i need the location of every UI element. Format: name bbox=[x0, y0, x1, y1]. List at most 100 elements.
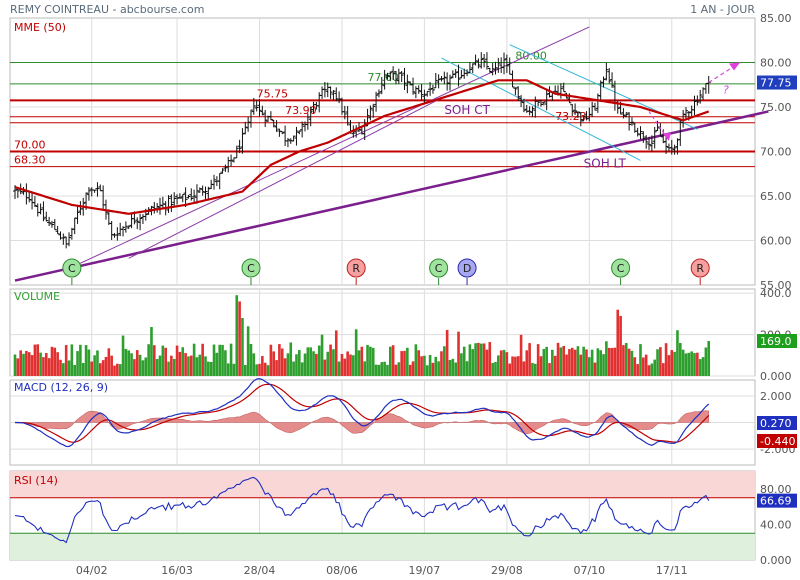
ohlc-bar bbox=[652, 127, 657, 149]
level-label: 73.90 bbox=[285, 104, 317, 117]
ohlc-bar bbox=[544, 89, 549, 111]
ohlc-bar bbox=[601, 76, 606, 88]
pullback-arrow-head bbox=[662, 132, 671, 141]
volume-bar bbox=[423, 355, 426, 376]
volume-bar bbox=[192, 343, 196, 376]
volume-bar bbox=[346, 351, 349, 376]
ohlc-bar bbox=[376, 89, 381, 98]
rsi-line bbox=[14, 476, 710, 544]
volume-bar bbox=[329, 344, 332, 376]
ohlc-bar bbox=[399, 71, 404, 82]
volume-bar bbox=[605, 341, 608, 376]
volume-bar bbox=[238, 301, 241, 376]
ohlc-bar bbox=[305, 113, 310, 130]
ohlc-bar bbox=[240, 128, 245, 154]
volume-bar bbox=[178, 351, 182, 376]
price-tick-label: 85.00 bbox=[760, 12, 792, 25]
ohlc-bar bbox=[419, 84, 424, 101]
volume-bar bbox=[707, 340, 711, 376]
ohlc-bar bbox=[490, 63, 495, 76]
volume-bar bbox=[295, 354, 298, 376]
ohlc-bar bbox=[433, 72, 438, 89]
volume-bar bbox=[153, 345, 156, 376]
volume-bar bbox=[198, 354, 202, 376]
volume-bar bbox=[391, 345, 395, 376]
price-tick-label: 80.00 bbox=[760, 57, 792, 70]
annotation-label: ? bbox=[723, 84, 729, 97]
ohlc-bar bbox=[220, 168, 225, 174]
macd-last-box bbox=[757, 416, 797, 430]
volume-bar bbox=[76, 351, 79, 376]
volume-bar bbox=[585, 349, 588, 376]
volume-bar bbox=[235, 295, 239, 376]
volume-bar bbox=[323, 359, 327, 376]
signal-marker bbox=[62, 258, 82, 278]
volume-bar bbox=[511, 356, 514, 376]
volume-bar bbox=[642, 357, 645, 376]
ohlc-bar bbox=[692, 95, 697, 116]
volume-bar bbox=[397, 362, 401, 376]
volume-bar bbox=[639, 344, 642, 376]
volume-bar bbox=[531, 362, 534, 376]
ohlc-bar bbox=[641, 131, 646, 143]
price-tick-label: 55.00 bbox=[760, 279, 792, 292]
signal-marker-label: C bbox=[435, 262, 443, 275]
ohlc-bar bbox=[169, 194, 174, 213]
ohlc-bar bbox=[280, 131, 285, 135]
volume-bar bbox=[181, 347, 185, 376]
volume-bar bbox=[482, 343, 486, 376]
volume-bar bbox=[369, 346, 372, 376]
ohlc-bar bbox=[126, 225, 131, 229]
volume-bar bbox=[462, 346, 466, 376]
volume-bar bbox=[16, 358, 20, 376]
ohlc-bar bbox=[638, 126, 643, 140]
mme-line bbox=[14, 79, 710, 215]
volume-bar bbox=[599, 350, 602, 376]
volume-bar bbox=[696, 352, 699, 376]
volume-bar bbox=[155, 359, 159, 376]
volume-bar bbox=[667, 355, 671, 376]
volume-bar bbox=[241, 318, 244, 376]
volume-bar bbox=[411, 361, 415, 376]
ohlc-bar bbox=[388, 71, 393, 82]
ohlc-bar bbox=[183, 187, 188, 207]
volume-bar bbox=[101, 360, 105, 376]
volume-bar bbox=[676, 330, 679, 376]
volume-bar bbox=[184, 353, 187, 376]
ohlc-bar bbox=[570, 104, 575, 116]
ohlc-bar bbox=[450, 70, 455, 79]
volume-bar bbox=[249, 344, 253, 376]
volume-bar bbox=[135, 350, 139, 376]
ohlc-bar bbox=[115, 227, 120, 241]
volume-bar bbox=[243, 364, 247, 376]
ohlc-bar bbox=[422, 89, 427, 103]
ohlc-bar bbox=[575, 111, 580, 118]
volume-bar bbox=[633, 357, 637, 376]
volume-bar bbox=[684, 353, 688, 376]
ohlc-bar bbox=[189, 188, 194, 201]
ohlc-bar bbox=[15, 188, 20, 198]
ohlc-bar bbox=[448, 74, 452, 91]
volume-bar bbox=[289, 342, 293, 376]
volume-bar bbox=[326, 351, 330, 376]
volume-bar bbox=[644, 354, 648, 376]
volume-bar bbox=[420, 356, 423, 376]
volume-bar bbox=[64, 345, 68, 376]
ohlc-bar bbox=[530, 106, 535, 118]
volume-bar bbox=[681, 349, 685, 376]
volume-bar bbox=[656, 349, 659, 376]
ohlc-bar bbox=[484, 52, 489, 70]
ohlc-bar bbox=[627, 112, 632, 131]
volume-bar bbox=[360, 346, 364, 376]
volume-bar bbox=[582, 346, 585, 376]
ohlc-bar bbox=[334, 87, 339, 102]
ohlc-bar bbox=[649, 135, 654, 153]
ohlc-bar bbox=[234, 145, 239, 159]
volume-bar bbox=[226, 363, 230, 376]
volume-bar bbox=[519, 334, 523, 376]
ohlc-bar bbox=[527, 106, 532, 116]
ohlc-bar bbox=[212, 174, 217, 190]
signal-marker bbox=[690, 258, 710, 278]
ohlc-bar bbox=[186, 194, 191, 199]
ohlc-bar bbox=[664, 135, 669, 154]
